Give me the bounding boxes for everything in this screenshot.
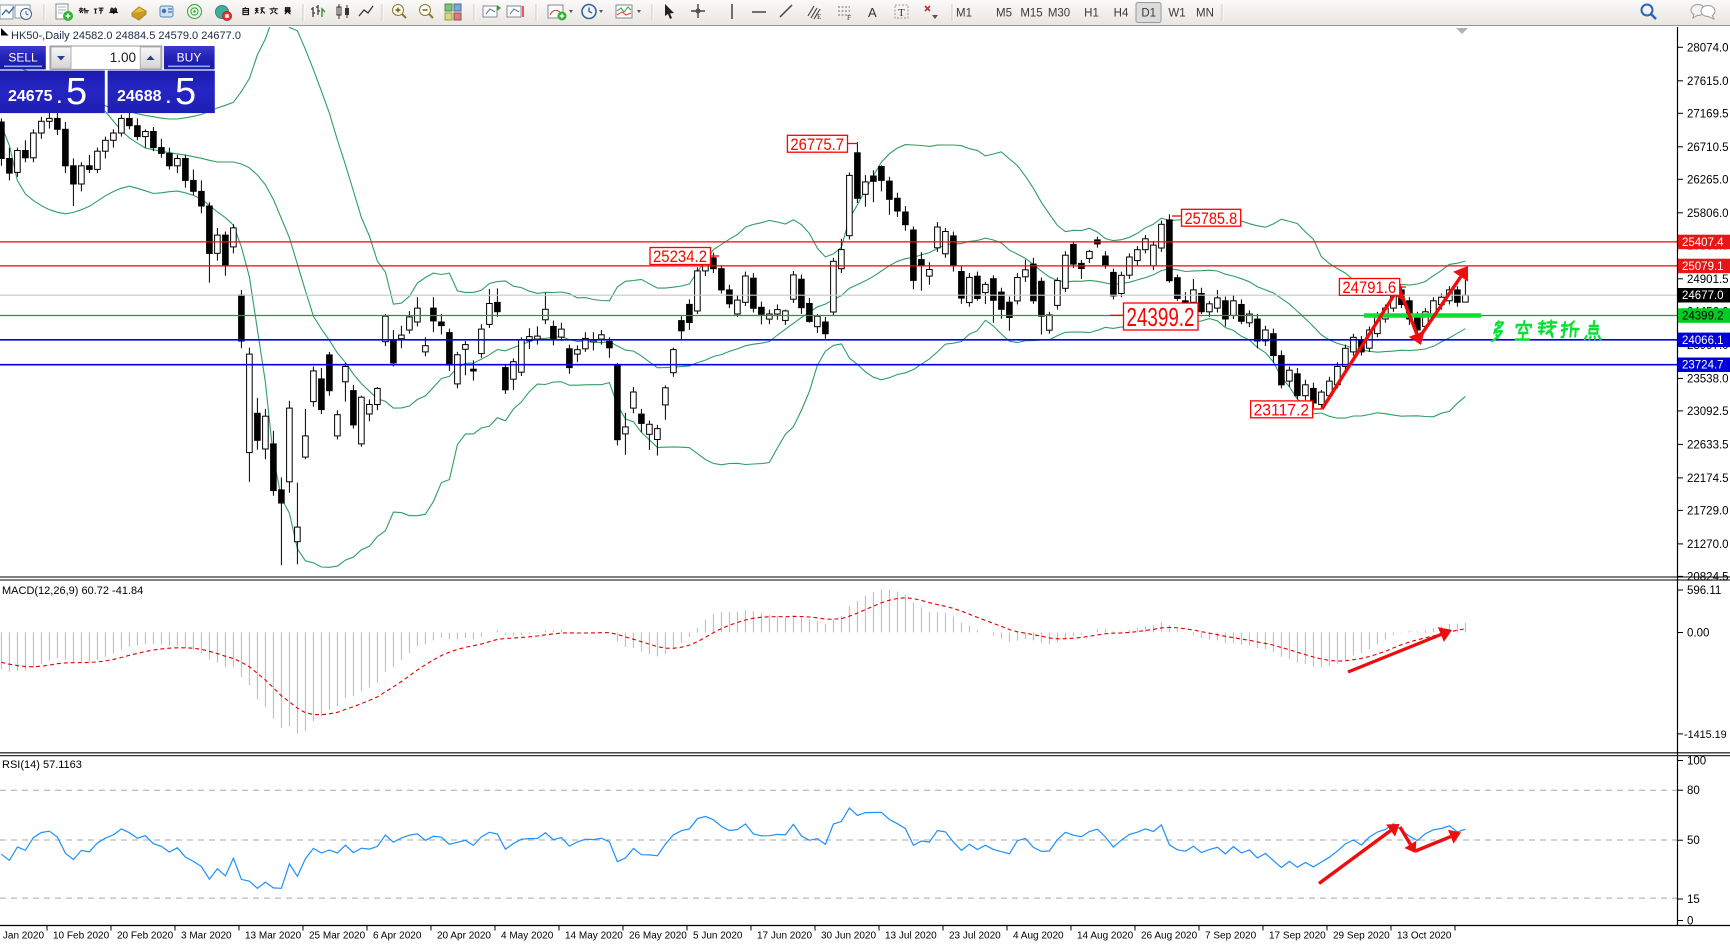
svg-text:25079.1: 25079.1 [1682, 261, 1724, 273]
svg-text:22174.5: 22174.5 [1687, 473, 1729, 485]
svg-text:27169.5: 27169.5 [1687, 108, 1729, 120]
svg-text:24677.0: 24677.0 [1682, 290, 1724, 302]
svg-text:5: 5 [66, 71, 87, 113]
svg-text:M15: M15 [1020, 8, 1042, 20]
svg-text:T: T [898, 7, 905, 19]
svg-text:50: 50 [1687, 835, 1700, 847]
svg-text:25 Mar 2020: 25 Mar 2020 [309, 931, 366, 942]
svg-text:24399.2: 24399.2 [1127, 302, 1195, 332]
svg-text:RSI(14) 57.1163: RSI(14) 57.1163 [2, 759, 82, 771]
svg-text:BUY: BUY [177, 51, 202, 65]
svg-text:80: 80 [1687, 785, 1700, 797]
svg-text:20 Feb 2020: 20 Feb 2020 [117, 931, 174, 942]
svg-text:24675: 24675 [8, 88, 53, 105]
svg-text:0: 0 [1687, 916, 1693, 928]
svg-text:-1415.19: -1415.19 [1684, 729, 1727, 741]
svg-text:E: E [817, 13, 821, 21]
svg-text:D1: D1 [1141, 8, 1156, 20]
svg-text:25407.4: 25407.4 [1682, 237, 1724, 249]
svg-text:29 Jan 2020: 29 Jan 2020 [0, 931, 44, 942]
svg-text:F: F [847, 14, 851, 22]
svg-text:25234.2: 25234.2 [653, 247, 707, 266]
svg-text:.: . [57, 88, 62, 107]
svg-text:20824.5: 20824.5 [1687, 571, 1729, 583]
svg-text:14 May 2020: 14 May 2020 [565, 931, 623, 942]
svg-text:24066.1: 24066.1 [1682, 335, 1724, 347]
svg-text:HK50-,Daily 24582.0 24884.5 2: HK50-,Daily 24582.0 24884.5 24579.0 2467… [11, 30, 241, 42]
svg-text:5 Jun 2020: 5 Jun 2020 [693, 931, 743, 942]
svg-text:MACD(12,26,9) 60.72 -41.84: MACD(12,26,9) 60.72 -41.84 [2, 585, 143, 597]
svg-text:24399.2: 24399.2 [1682, 311, 1724, 323]
svg-text:5: 5 [175, 71, 196, 113]
svg-text:21270.0: 21270.0 [1687, 539, 1729, 551]
svg-text:24688: 24688 [117, 88, 162, 105]
svg-text:25785.8: 25785.8 [1185, 209, 1238, 228]
svg-text:0.00: 0.00 [1687, 628, 1709, 640]
svg-text:H1: H1 [1084, 8, 1099, 20]
svg-text:30 Jun 2020: 30 Jun 2020 [821, 931, 876, 942]
svg-text:23 Jul 2020: 23 Jul 2020 [949, 931, 1001, 942]
svg-text:22633.5: 22633.5 [1687, 439, 1729, 451]
svg-text:SELL: SELL [8, 51, 38, 65]
svg-text:26 Aug 2020: 26 Aug 2020 [1141, 931, 1198, 942]
svg-text:7 Sep 2020: 7 Sep 2020 [1205, 931, 1257, 942]
svg-text:M1: M1 [956, 8, 972, 20]
svg-text:23117.2: 23117.2 [1254, 401, 1310, 420]
svg-text:M5: M5 [996, 8, 1012, 20]
svg-text:4 May 2020: 4 May 2020 [501, 931, 554, 942]
svg-text:27615.0: 27615.0 [1687, 76, 1729, 88]
svg-text:17 Jun 2020: 17 Jun 2020 [757, 931, 812, 942]
svg-text:14 Aug 2020: 14 Aug 2020 [1077, 931, 1134, 942]
svg-text:6 Apr 2020: 6 Apr 2020 [373, 931, 422, 942]
svg-text:23092.5: 23092.5 [1687, 406, 1729, 418]
svg-text:21729.0: 21729.0 [1687, 505, 1729, 517]
svg-text:26710.5: 26710.5 [1687, 142, 1729, 154]
svg-text:20 Apr 2020: 20 Apr 2020 [437, 931, 491, 942]
svg-text:23724.7: 23724.7 [1682, 360, 1724, 372]
svg-text:100: 100 [1687, 756, 1706, 768]
svg-text:MN: MN [1196, 8, 1214, 20]
svg-text:24791.6: 24791.6 [1342, 278, 1396, 297]
svg-text:13 Jul 2020: 13 Jul 2020 [885, 931, 937, 942]
svg-text:23538.0: 23538.0 [1687, 373, 1729, 385]
svg-text:17 Sep 2020: 17 Sep 2020 [1269, 931, 1326, 942]
svg-text:29 Sep 2020: 29 Sep 2020 [1333, 931, 1390, 942]
svg-text:1.00: 1.00 [110, 50, 136, 65]
svg-text:596.11: 596.11 [1687, 585, 1721, 597]
svg-text:W1: W1 [1168, 8, 1185, 20]
svg-text:.: . [166, 88, 171, 107]
svg-text:A: A [868, 5, 877, 20]
svg-text:H4: H4 [1114, 8, 1129, 20]
svg-text:26265.0: 26265.0 [1687, 174, 1729, 186]
svg-text:24901.5: 24901.5 [1687, 274, 1729, 286]
svg-text:4 Aug 2020: 4 Aug 2020 [1013, 931, 1064, 942]
svg-text:13 Oct 2020: 13 Oct 2020 [1397, 931, 1452, 942]
svg-text:10 Feb 2020: 10 Feb 2020 [53, 931, 110, 942]
svg-text:26775.7: 26775.7 [790, 135, 844, 154]
svg-text:3 Mar 2020: 3 Mar 2020 [181, 931, 232, 942]
svg-text:26 May 2020: 26 May 2020 [629, 931, 687, 942]
svg-text:M30: M30 [1048, 8, 1070, 20]
svg-text:25806.0: 25806.0 [1687, 208, 1729, 220]
svg-text:28074.0: 28074.0 [1687, 42, 1729, 54]
svg-text:13 Mar 2020: 13 Mar 2020 [245, 931, 302, 942]
svg-text:15: 15 [1687, 894, 1700, 906]
